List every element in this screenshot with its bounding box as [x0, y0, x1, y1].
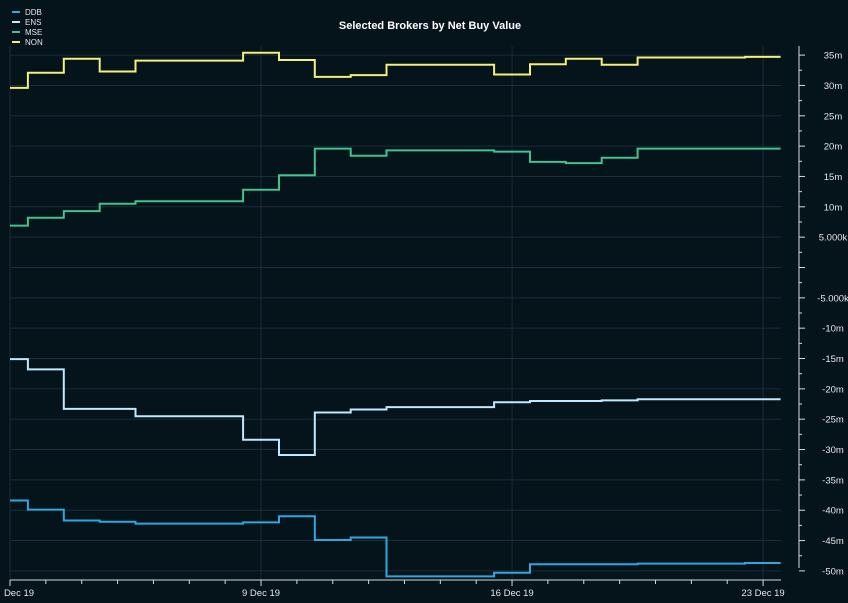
series-line-ddb	[10, 499, 781, 578]
y-tick-label: 5.000k	[819, 233, 848, 244]
y-tick-label: -25m	[822, 415, 844, 426]
y-tick-label: -35m	[822, 475, 844, 486]
y-tick-label: 15m	[824, 172, 843, 183]
legend-label-ens[interactable]: ENS	[25, 18, 41, 27]
y-tick-label: 20m	[824, 142, 843, 153]
series-lines	[10, 51, 781, 578]
y-tick-label: -30m	[822, 445, 844, 456]
y-tick-label: -5.000k	[817, 293, 848, 304]
y-tick-label: -50m	[822, 566, 844, 577]
x-tick-label: Dec 19	[4, 588, 34, 599]
legend-label-ddb[interactable]: DDB	[25, 8, 42, 17]
y-tick-label: -40m	[822, 506, 844, 517]
chart-title: Selected Brokers by Net Buy Value	[339, 20, 521, 32]
series-line-non	[10, 51, 781, 89]
y-tick-label: -10m	[822, 324, 844, 335]
axes: Dec 19 9 Dec 19 16 Dec 19 23 Dec 19 35m 30m 25…	[4, 46, 848, 599]
x-tick-label: 23 Dec 19	[741, 588, 784, 599]
y-tick-label: -15m	[822, 354, 844, 365]
series-line-ens	[10, 358, 781, 456]
grid	[9, 46, 781, 580]
y-tick-label: -20m	[822, 384, 844, 395]
y-tick-label: -45m	[822, 536, 844, 547]
x-tick-label: 9 Dec 19	[242, 588, 280, 599]
y-tick-label: 35m	[824, 51, 843, 62]
y-tick-label: 10m	[824, 202, 843, 213]
legend-label-mse[interactable]: MSE	[25, 28, 42, 37]
y-tick-label: 30m	[824, 81, 843, 92]
legend-label-non[interactable]: NON	[25, 38, 43, 47]
x-tick-label: 16 Dec 19	[490, 588, 533, 599]
y-tick-label: 25m	[824, 111, 843, 122]
series-line-mse	[10, 147, 781, 227]
